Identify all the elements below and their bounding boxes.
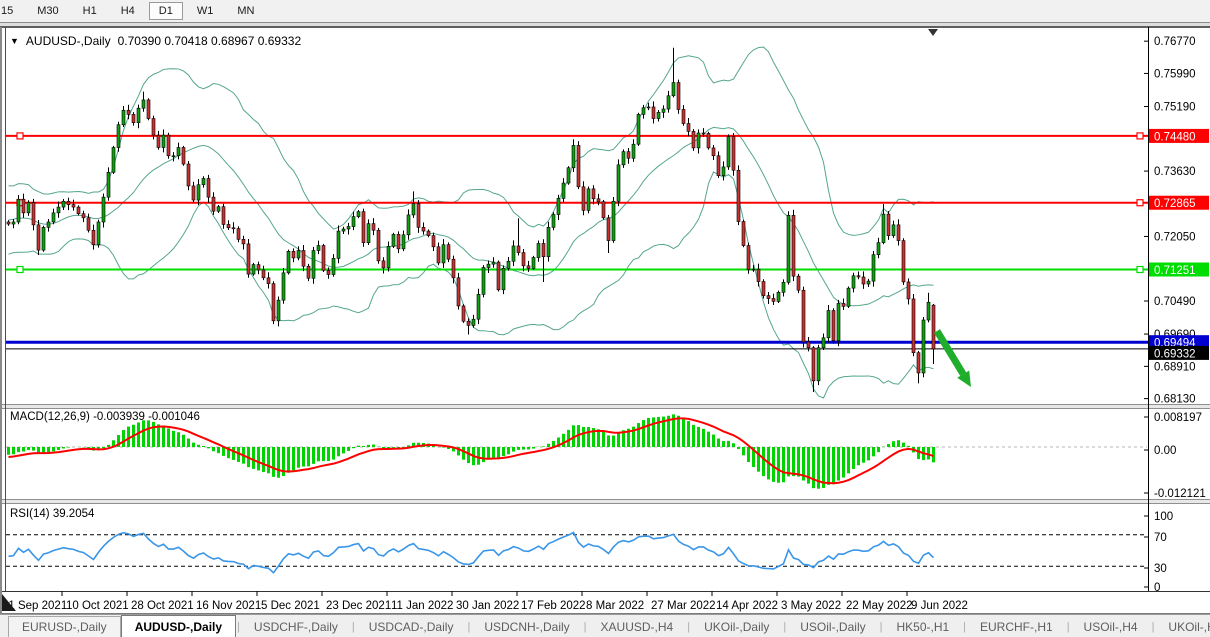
chart-shift-marker[interactable]: [928, 29, 938, 36]
tab-separator: |: [963, 620, 967, 633]
price-level-badge: [1149, 335, 1209, 350]
date-tick-label: 30 Jan 2022: [456, 600, 519, 612]
chart-title: ▼ AUDUSD-,Daily 0.70390 0.70418 0.68967 …: [10, 34, 301, 48]
timeframe-button-H4[interactable]: H4: [120, 5, 135, 17]
candles: [6, 47, 936, 393]
line-handle[interactable]: [1136, 199, 1144, 207]
date-tick-label: 23 Dec 2021: [326, 600, 391, 612]
price-level-badge: [1149, 128, 1209, 143]
rsi-tick-label: 100: [1154, 511, 1173, 523]
tab-separator: |: [879, 620, 883, 633]
chart-window: 0.76770 0.75990 0.75190 0.73630 0.72050 0.704…: [0, 27, 1210, 614]
date-tick-label: 27 Mar 2022: [651, 600, 716, 612]
date-tick-label: 11 Jan 2022: [391, 600, 453, 612]
price-level-badge-text: 0.72865: [1154, 198, 1196, 210]
chevron-down-icon[interactable]: ▼: [10, 36, 19, 46]
chart-symbol-label: AUDUSD-,Daily: [25, 34, 111, 48]
price-level-badge-text: 0.74480: [1154, 131, 1196, 143]
tab-separator: |: [1066, 620, 1070, 633]
price-level-badge: [1149, 195, 1209, 210]
date-tick-label: 22 May 2022: [846, 600, 913, 612]
price-tick-label: 0.70490: [1154, 296, 1196, 308]
rsi-tick-label: 70: [1154, 532, 1167, 544]
tab-separator: |: [1151, 620, 1155, 633]
date-tick-label: 3 May 2022: [781, 600, 841, 612]
timeframe-button-MN[interactable]: MN: [237, 5, 255, 17]
tab-separator: |: [687, 620, 691, 633]
tab-separator: |: [351, 620, 355, 633]
date-tick-label: 8 Mar 2022: [586, 600, 644, 612]
tab-separator: |: [583, 620, 587, 633]
line-handle[interactable]: [1136, 132, 1144, 140]
date-tick-label: 21 Sep 2021: [2, 600, 67, 612]
symbol-tab-bar: EURUSD-,Daily AUDUSD-,Daily | USDCHF-,Daily…: [0, 614, 1210, 637]
bollinger-bands: [8, 46, 934, 399]
tab-ukoil-daily[interactable]: UKOil-,Daily: [704, 620, 770, 634]
rsi-pane: [6, 531, 1147, 574]
date-tick-label: 14 Apr 2022: [716, 600, 778, 612]
trend-arrow-head[interactable]: [957, 370, 971, 387]
tab-separator: |: [783, 620, 787, 633]
tab-separator: |: [467, 620, 471, 633]
price-tick-label: 0.75990: [1154, 68, 1196, 80]
price-level-lines: [6, 132, 1148, 350]
tab-usdcad-daily[interactable]: USDCAD-,Daily: [368, 620, 454, 634]
price-tick-label: 0.68910: [1154, 361, 1196, 373]
price-level-badge: [1149, 345, 1209, 360]
rsi-line: [8, 531, 935, 574]
rsi-tick-label: 30: [1154, 563, 1167, 575]
rsi-indicator-label: RSI(14) 39.2054: [10, 508, 95, 520]
date-tick-label: 9 Jun 2022: [911, 600, 968, 612]
rsi-tick-label: 0: [1154, 582, 1160, 594]
price-tick-label: 0.76770: [1154, 36, 1196, 48]
timeframe-button-M30[interactable]: M30: [37, 5, 59, 17]
date-tick-label: 17 Feb 2022: [521, 600, 586, 612]
macd-pane: [6, 414, 1147, 489]
tab-ukoil-h4[interactable]: UKOil-,H4: [1168, 620, 1210, 634]
timeframe-toolbar: 15 M30 H1 H4 D1 W1 MN: [0, 0, 1210, 22]
price-level-badge: [1149, 262, 1209, 277]
price-tick-label: 0.72050: [1154, 231, 1196, 243]
tab-xauusd-h4[interactable]: XAUUSD-,H4: [600, 620, 674, 634]
tab-audusd-daily[interactable]: AUDUSD-,Daily: [120, 615, 237, 637]
macd-tick-label: -0.012121: [1154, 488, 1206, 500]
tab-usoil-h4[interactable]: USOil-,H4: [1083, 620, 1138, 634]
price-scale[interactable]: 0.76770 0.75990 0.75190 0.73630 0.72050 0.704…: [1144, 36, 1209, 594]
toolbar-divider: [0, 22, 1210, 27]
tab-separator: |: [237, 620, 240, 633]
timeframe-button-H1[interactable]: H1: [82, 5, 97, 17]
tab-usoil-daily[interactable]: USOil-,Daily: [800, 620, 866, 634]
corner-notch-icon: [2, 594, 16, 611]
line-handle[interactable]: [16, 265, 24, 274]
line-handle[interactable]: [1136, 265, 1144, 274]
macd-tick-label: 0.008197: [1154, 412, 1202, 424]
timeframe-button-W1[interactable]: W1: [196, 5, 214, 17]
date-tick-label: 5 Dec 2021: [261, 600, 320, 612]
tab-usdchf-daily[interactable]: USDCHF-,Daily: [253, 620, 338, 634]
tab-eurchf-h1[interactable]: EURCHF-,H1: [980, 620, 1053, 634]
tab-eurusd-daily[interactable]: EURUSD-,Daily: [8, 616, 121, 637]
tab-usdcnh-daily[interactable]: USDCNH-,Daily: [484, 620, 570, 634]
date-tick-label: 28 Oct 2021: [131, 600, 194, 612]
chart-ohlc-values: 0.70390 0.70418 0.68967 0.69332: [117, 34, 302, 48]
macd-indicator-label: MACD(12,26,9) -0.003939 -0.001046: [10, 411, 200, 423]
price-level-badge-text: 0.69332: [1154, 348, 1196, 360]
tab-hk50-h1[interactable]: HK50-,H1: [896, 620, 950, 634]
price-tick-label: 0.75190: [1154, 102, 1196, 114]
timeframe-button-D1[interactable]: D1: [148, 2, 183, 20]
macd-tick-label: 0.00: [1154, 445, 1176, 457]
date-tick-label: 10 Oct 2021: [66, 600, 129, 612]
trend-arrow[interactable]: [934, 329, 967, 376]
macd-signal-line: [8, 417, 934, 485]
timeframe-button-15[interactable]: 15: [1, 5, 14, 17]
date-tick-label: 16 Nov 2021: [196, 600, 261, 612]
price-level-badge-text: 0.71251: [1154, 265, 1196, 277]
chart-canvas[interactable]: 0.76770 0.75990 0.75190 0.73630 0.72050 0.704…: [0, 27, 1210, 614]
price-tick-label: 0.73630: [1154, 166, 1196, 178]
price-tick-label: 0.68130: [1154, 394, 1196, 406]
line-handle[interactable]: [16, 132, 24, 140]
